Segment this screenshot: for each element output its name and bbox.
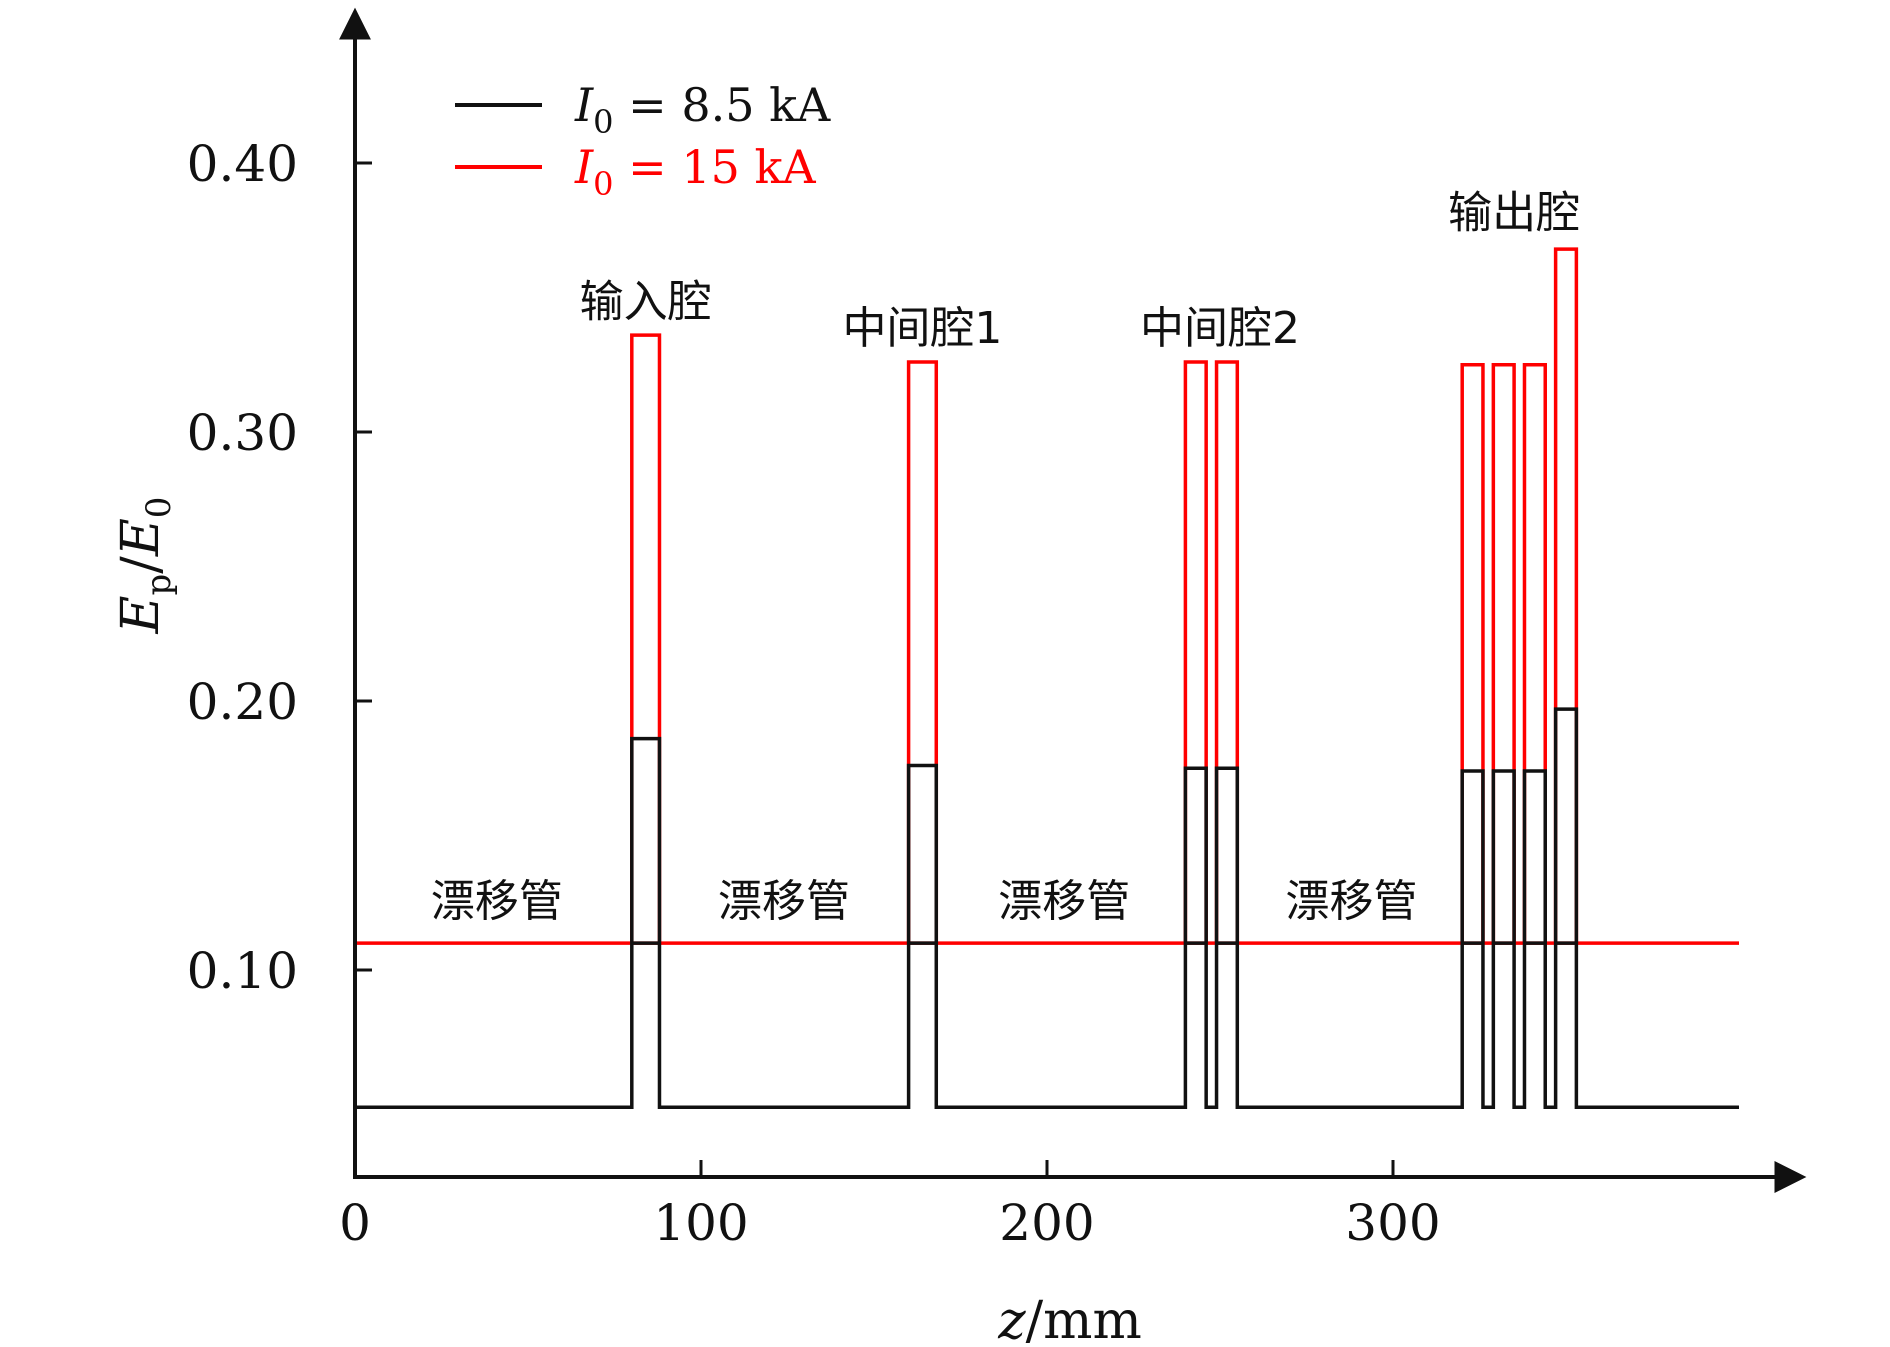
legend-label-1: I0 = 15 kA [574, 140, 816, 203]
series-line-1 [355, 247, 1739, 945]
y-title-slash: / [111, 556, 171, 574]
y-title-e2: E [111, 518, 171, 557]
x-tick-label: 300 [1345, 1194, 1440, 1252]
x-ticks: 0 100 200 300 [339, 1160, 1441, 1252]
annotation-label: 中间腔2 [1140, 303, 1300, 354]
legend-label-sub: 0 [593, 165, 613, 203]
annotation-label: 漂移管 [998, 876, 1130, 927]
x-tick-label: 0 [339, 1194, 371, 1252]
y-title-p: p [139, 574, 179, 596]
y-title-0: 0 [139, 497, 179, 519]
y-title-e1: E [111, 595, 171, 634]
x-axis-title: z/mm [997, 1291, 1142, 1347]
legend-label-var: I [574, 140, 594, 194]
y-tick-label: 0.40 [187, 135, 298, 193]
x-tick-label: 100 [653, 1194, 748, 1252]
x-tick-label: 200 [999, 1194, 1094, 1252]
legend-label-0: I0 = 8.5 kA [574, 78, 831, 141]
x-axis-title-rest: /mm [1026, 1291, 1142, 1347]
legend-label-rest: = 8.5 kA [614, 78, 831, 132]
annotation-label: 输出腔 [1448, 188, 1580, 239]
x-axis-title-var: z [997, 1291, 1026, 1347]
series-layer [355, 247, 1739, 1109]
y-tick-label: 0.10 [187, 942, 298, 1000]
y-tick-label: 0.30 [187, 404, 298, 462]
series-line-0 [355, 707, 1739, 1109]
legend-label-sub: 0 [593, 103, 613, 141]
annotation-label: 漂移管 [1285, 876, 1417, 927]
legend-label-var: I [574, 78, 594, 132]
annotation-label: 漂移管 [431, 876, 563, 927]
annotation-label: 输入腔 [580, 276, 712, 327]
svg-text:z/mm: z/mm [997, 1291, 1142, 1347]
annotation-label: 中间腔1 [842, 303, 1002, 354]
legend-label-rest: = 15 kA [614, 140, 817, 194]
y-axis-title: Ep/E0 [111, 497, 179, 635]
y-tick-label: 0.20 [187, 673, 298, 731]
annotation-label: 漂移管 [718, 876, 850, 927]
axes: 0 100 200 300 0.10 0.20 0.30 0.40 [187, 7, 1807, 1252]
y-ticks: 0.10 0.20 0.30 0.40 [187, 135, 372, 1000]
svg-text:Ep/E0: Ep/E0 [111, 497, 179, 635]
